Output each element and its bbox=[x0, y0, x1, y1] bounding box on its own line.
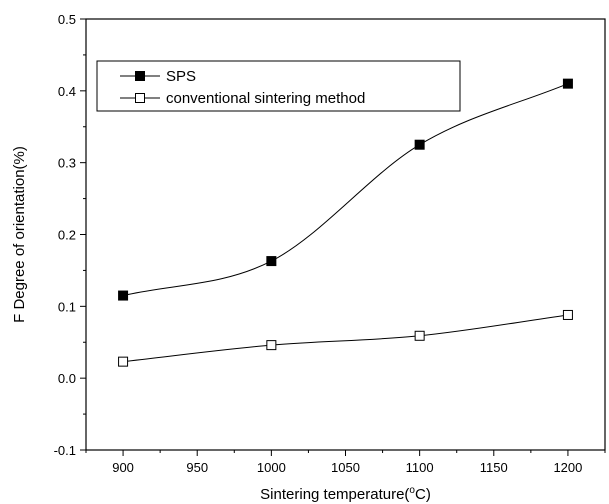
x-tick-label: 950 bbox=[186, 460, 208, 475]
legend-label-conventional: conventional sintering method bbox=[166, 90, 365, 107]
y-tick-label: 0.1 bbox=[58, 299, 76, 314]
x-tick-label: 1150 bbox=[480, 460, 508, 475]
data-point-conventional bbox=[266, 340, 277, 351]
x-tick-label: 1100 bbox=[406, 460, 434, 475]
data-point-sps bbox=[266, 256, 277, 267]
y-axis-title: F Degree of orientation(%) bbox=[11, 146, 28, 323]
legend-label-sps: SPS bbox=[166, 68, 196, 85]
legend-box bbox=[96, 60, 461, 112]
data-point-sps bbox=[118, 290, 129, 301]
x-axis: 900 950 1000 1050 1100 1150 1200 bbox=[85, 450, 606, 475]
data-point-sps bbox=[414, 139, 425, 150]
x-tick-label: 1200 bbox=[553, 460, 582, 475]
data-point-sps bbox=[562, 78, 573, 89]
y-tick-label: 0.0 bbox=[58, 371, 76, 386]
x-tick-label: 900 bbox=[112, 460, 134, 475]
y-tick-label: 0.2 bbox=[58, 228, 76, 243]
data-point-conventional bbox=[118, 356, 129, 367]
data-point-conventional bbox=[562, 309, 573, 320]
y-axis: -0.1 0.0 0.1 0.2 0.3 0.4 0.5 bbox=[54, 12, 86, 458]
data-point-conventional bbox=[414, 330, 425, 341]
y-tick-label: 0.5 bbox=[58, 12, 76, 27]
x-tick-label: 1000 bbox=[257, 460, 286, 475]
legend: SPS conventional sintering method bbox=[96, 60, 461, 112]
y-tick-label: 0.4 bbox=[58, 84, 76, 99]
series-layer bbox=[118, 78, 573, 367]
x-tick-label: 1050 bbox=[331, 460, 360, 475]
x-axis-title-degree: o bbox=[409, 485, 415, 496]
y-tick-label: -0.1 bbox=[54, 443, 76, 458]
series-line-sps bbox=[122, 83, 569, 297]
x-axis-title-unit: C) bbox=[415, 486, 431, 503]
legend-marker-conventional bbox=[135, 93, 145, 103]
legend-marker-sps bbox=[135, 71, 145, 81]
x-axis-title-main: Sintering temperature( bbox=[260, 486, 409, 503]
y-tick-label: 0.3 bbox=[58, 156, 76, 171]
series-line-conventional bbox=[123, 314, 568, 363]
x-axis-title: Sintering temperature(oC) bbox=[260, 485, 431, 503]
